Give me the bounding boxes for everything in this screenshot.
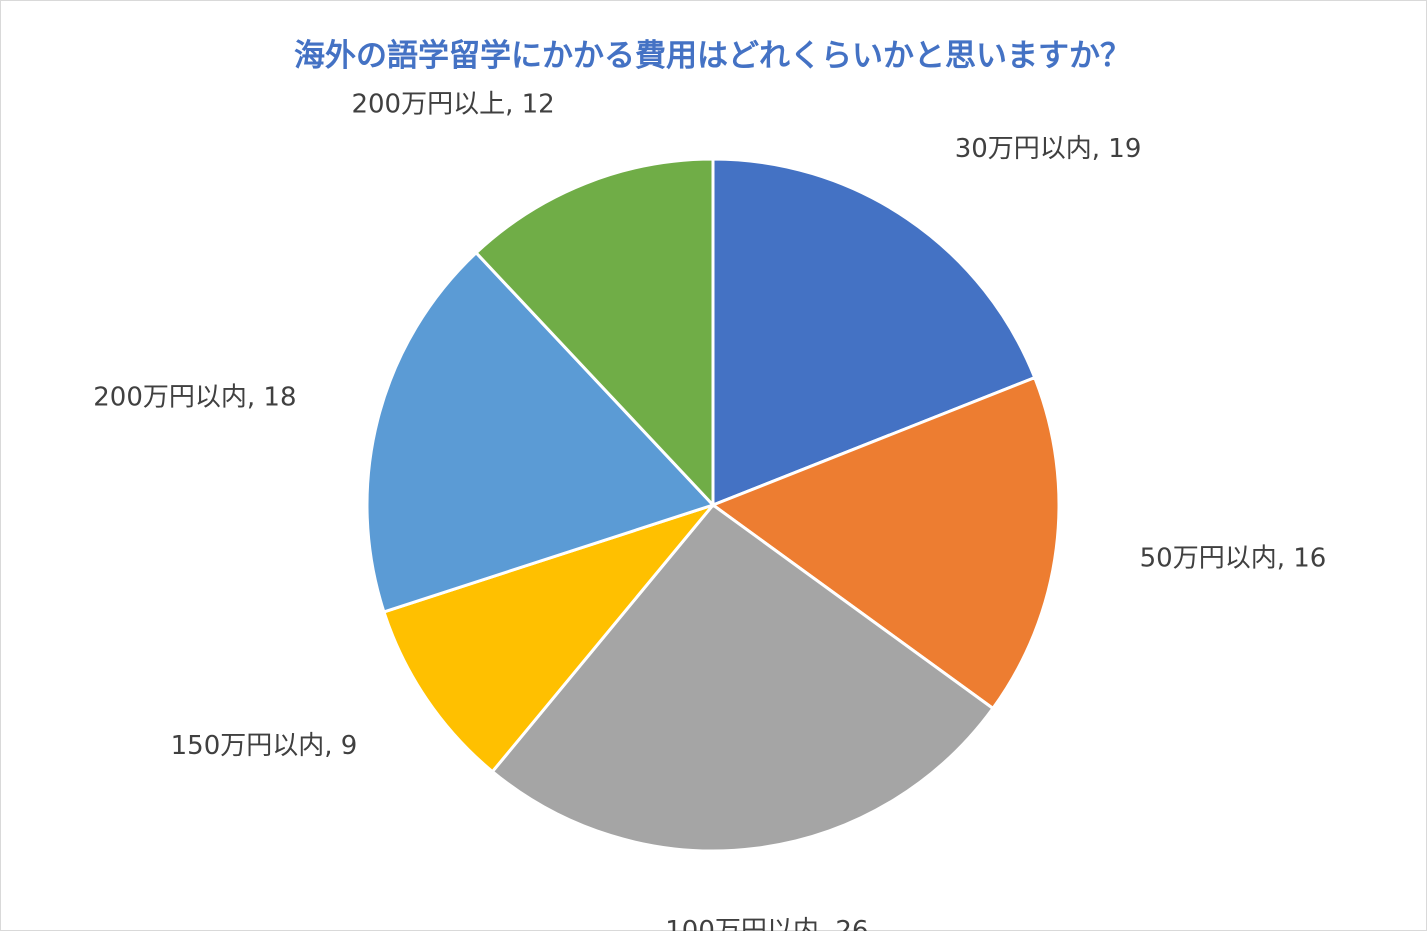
data-label-3: 100万円以内, 26 (665, 916, 868, 931)
data-label-2: 50万円以内, 16 (1140, 543, 1327, 573)
pie-data-labels: 30万円以内, 19 50万円以内, 16 100万円以内, 26 150万円以内, … (93, 90, 1326, 931)
pie-slice-6 (474, 157, 715, 507)
pie-slice-5 (365, 251, 715, 614)
data-label-1: 30万円以内, 19 (955, 134, 1142, 164)
pie-slice-2 (711, 376, 1061, 710)
data-label-4: 150万円以内, 9 (171, 731, 358, 761)
data-label-5: 200万円以内, 18 (93, 383, 296, 413)
pie-slice-3 (490, 503, 995, 853)
pie-slices (365, 157, 1061, 853)
pie-slice-4 (382, 503, 715, 774)
pie-slice-1 (711, 157, 1037, 507)
data-label-6: 200万円以上, 12 (351, 90, 554, 120)
chart-title: 海外の語学留学にかかる費用はどれくらいかと思いますか？ (294, 38, 1131, 74)
